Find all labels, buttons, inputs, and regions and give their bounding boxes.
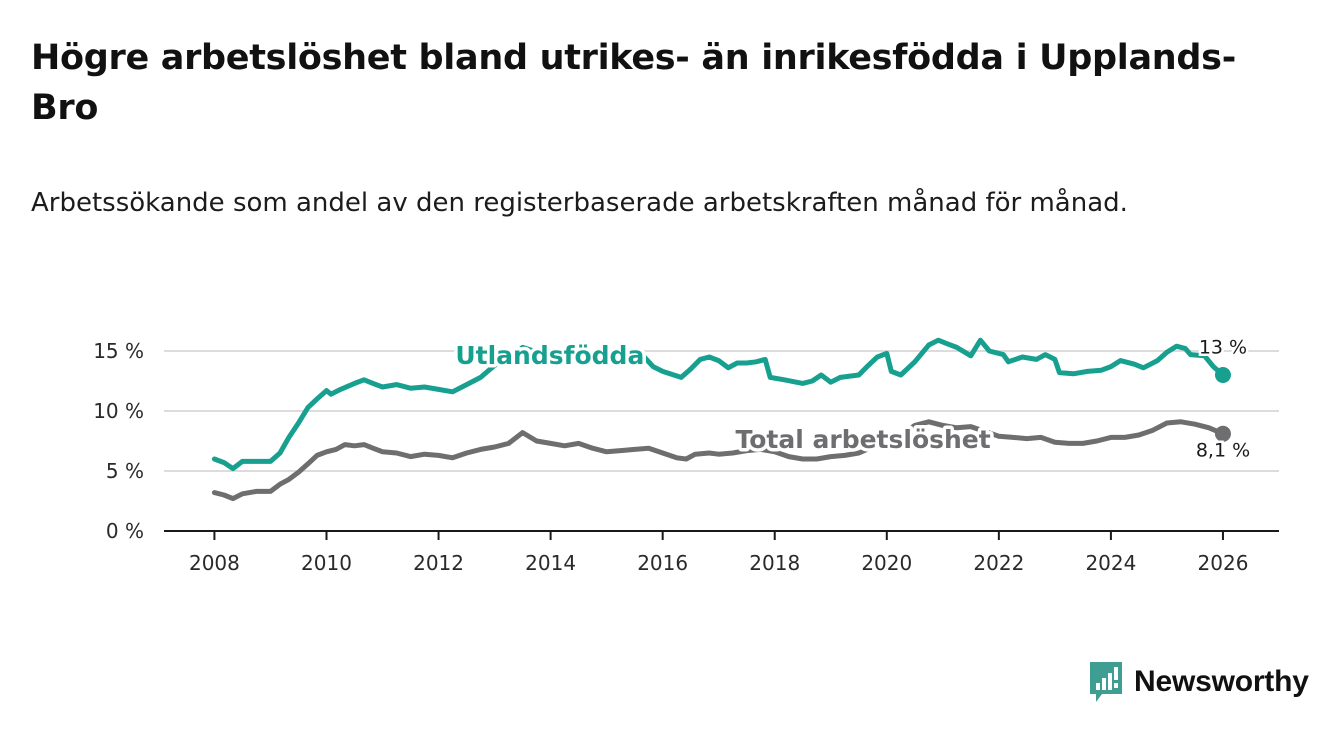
x-tick-label: 2018	[749, 551, 800, 575]
y-tick-label: 15 %	[93, 339, 144, 363]
y-axis-ticks: 0 % 5 % 10 % 15 %	[93, 339, 144, 543]
newsworthy-logo: Newsworthy	[1088, 660, 1309, 704]
series-line-total-arbetsloshet	[211, 419, 1226, 502]
x-tick-label: 2020	[861, 551, 912, 575]
y-tick-label: 0 %	[106, 519, 144, 543]
x-tick-label: 2022	[973, 551, 1024, 575]
series-label-utlandsfodda: Utlandsfödda	[455, 341, 644, 370]
newsworthy-bar-chart-icon	[1090, 662, 1122, 702]
x-tick-label: 2010	[301, 551, 352, 575]
x-axis-ticks: 2008 2010 2012 2014 2016 2018 2020 2022 2024 2026	[164, 530, 1279, 575]
end-point-utlandsfodda	[1214, 367, 1231, 383]
logo-text: Newsworthy	[1134, 665, 1309, 698]
gridlines	[164, 350, 1279, 472]
x-tick-label: 2026	[1198, 551, 1249, 575]
chart-title: Högre arbetslöshet bland utrikes- än inr…	[31, 38, 1236, 128]
x-tick-label: 2024	[1085, 551, 1136, 575]
end-point-total-arbetsloshet	[1214, 425, 1231, 442]
end-value-label-total-arbetsloshet: 8,1 %	[1196, 440, 1250, 462]
series-line-utlandsfodda	[211, 337, 1226, 472]
y-tick-label: 10 %	[93, 399, 144, 423]
series-label-total-arbetsloshet: Total arbetslöshet	[736, 425, 991, 454]
y-tick-label: 5 %	[106, 459, 144, 483]
x-tick-label: 2008	[189, 551, 240, 575]
series-lines	[211, 337, 1231, 502]
chart-subtitle: Arbetssökande som andel av den registerb…	[31, 188, 1128, 218]
x-tick-label: 2012	[413, 551, 464, 575]
series-labels: Utlandsfödda Total arbetslöshet 13 % 8,1 %	[452, 334, 1253, 464]
end-value-label-utlandsfodda: 13 %	[1199, 336, 1247, 358]
x-tick-label: 2016	[637, 551, 688, 575]
x-tick-label: 2014	[525, 551, 576, 575]
